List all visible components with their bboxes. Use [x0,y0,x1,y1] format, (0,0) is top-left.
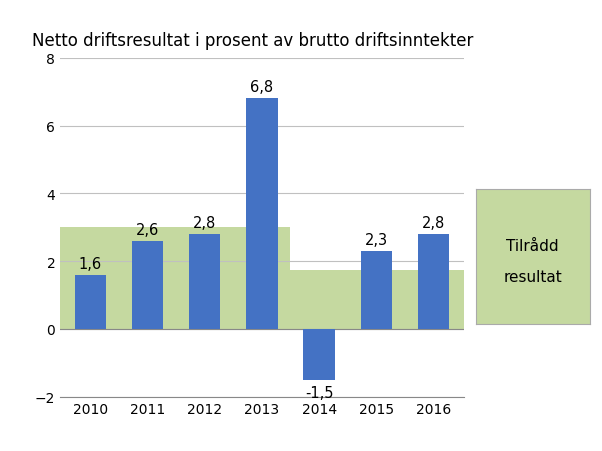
Text: resultat: resultat [503,270,562,285]
Text: 6,8: 6,8 [250,80,273,95]
Text: 2,8: 2,8 [422,216,445,230]
Bar [132,241,163,329]
Text: 2,8: 2,8 [193,216,216,230]
Text: 2,6: 2,6 [136,222,159,237]
Bar [246,99,278,329]
Text: 1,6: 1,6 [79,256,102,271]
Bar [75,275,106,329]
Bar [303,329,335,380]
Bar [189,235,220,329]
Text: -1,5: -1,5 [305,385,334,400]
Polygon shape [60,228,464,329]
Text: 2,3: 2,3 [365,232,388,247]
Bar [418,235,449,329]
Bar [361,251,392,329]
Text: Tilrådd: Tilrådd [506,239,559,254]
Text: Netto driftsresultat i prosent av brutto driftsinntekter: Netto driftsresultat i prosent av brutto… [32,32,474,50]
